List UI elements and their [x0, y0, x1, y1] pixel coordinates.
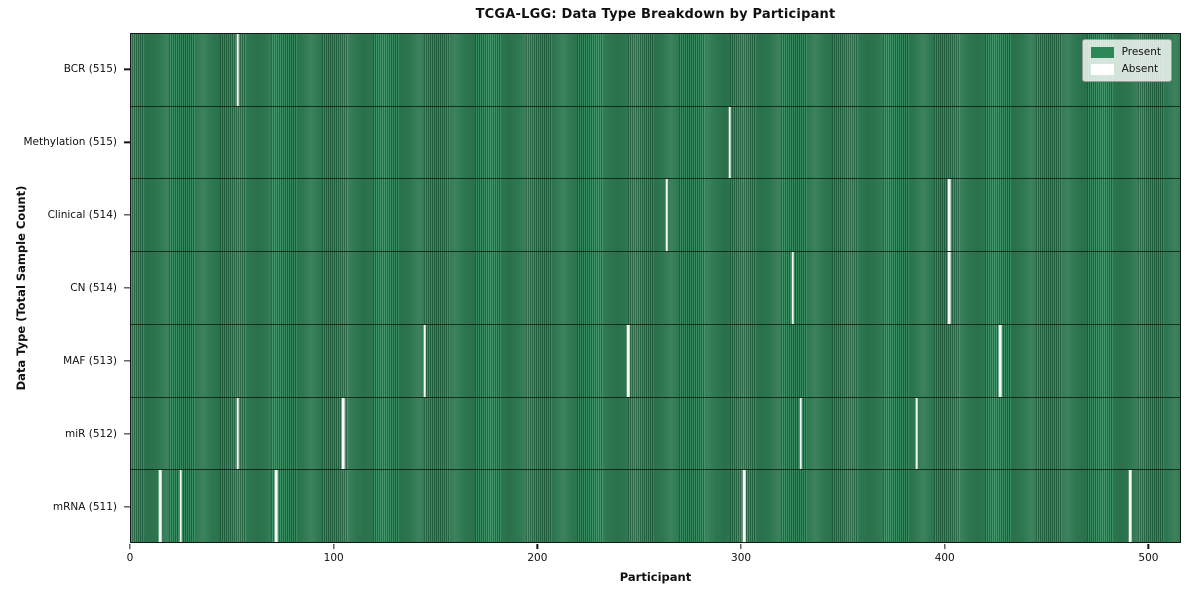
x-tick-mark — [129, 544, 131, 549]
y-tick-label: BCR (515) — [63, 63, 117, 76]
y-tick-mark — [124, 214, 130, 216]
x-tick-mark — [740, 544, 742, 549]
absent-marker — [799, 397, 803, 470]
x-tick-label: 400 — [934, 552, 955, 564]
absent-marker — [915, 397, 919, 470]
y-tick-label: Methylation (515) — [23, 136, 117, 149]
absent-marker — [342, 397, 345, 470]
absent-marker — [742, 470, 746, 543]
heatmap-row-mir — [131, 397, 1180, 471]
absent-marker — [665, 179, 668, 252]
y-tick-mark — [124, 141, 130, 143]
x-tick-mark — [333, 544, 335, 549]
y-tick-label: MAF (513) — [63, 354, 117, 367]
heatmap-row-methylation — [131, 106, 1180, 180]
y-tick-mark — [124, 287, 130, 289]
absent-marker — [728, 106, 731, 179]
x-tick-label: 200 — [527, 552, 548, 564]
y-tick-mark — [124, 505, 130, 508]
legend-label-absent: Absent — [1121, 63, 1159, 75]
heatmap-row-clinical — [131, 179, 1180, 253]
absent-marker — [947, 179, 951, 252]
absent-marker — [179, 470, 183, 543]
heatmap-row-cn — [131, 252, 1180, 325]
heatmap-row-bcr — [131, 34, 1180, 107]
y-tick-label: mRNA (511) — [52, 500, 117, 513]
absent-marker — [275, 470, 278, 543]
y-tick-label: Clinical (514) — [47, 209, 117, 222]
plot-area: Present Absent — [130, 33, 1181, 543]
absent-marker — [998, 324, 1002, 397]
chart-title: TCGA-LGG: Data Type Breakdown by Partici… — [475, 7, 836, 22]
legend-item-present: Present — [1090, 46, 1161, 58]
absent-marker — [236, 397, 240, 470]
legend-swatch-absent — [1090, 63, 1114, 75]
x-tick-mark — [944, 544, 946, 549]
x-tick-label: 100 — [323, 552, 344, 564]
absent-marker — [1128, 470, 1132, 543]
x-tick-label: 0 — [126, 552, 134, 564]
x-axis: 0 100 200 300 400 500 — [126, 543, 1181, 573]
absent-marker — [159, 470, 162, 543]
legend: Present Absent — [1081, 39, 1172, 82]
x-axis-title: Participant — [619, 570, 692, 584]
heatmap-row-maf — [131, 324, 1180, 398]
y-axis: BCR (515) Methylation (515) Clinical (514)… — [0, 33, 130, 543]
y-tick-mark — [124, 433, 130, 435]
absent-marker — [423, 324, 427, 397]
absent-marker — [791, 252, 795, 324]
legend-item-absent: Absent — [1090, 63, 1161, 75]
absent-marker — [236, 34, 240, 106]
y-tick-mark — [124, 360, 130, 362]
legend-swatch-present — [1090, 46, 1114, 58]
heatmap-row-mrna — [131, 470, 1180, 543]
y-tick-label: miR (512) — [64, 427, 117, 440]
x-tick-mark — [1147, 544, 1150, 549]
x-tick-mark — [536, 544, 539, 549]
y-tick-label: CN (514) — [70, 282, 117, 294]
absent-marker — [947, 252, 951, 324]
x-tick-label: 300 — [731, 552, 752, 564]
y-tick-mark — [124, 68, 130, 71]
x-tick-label: 500 — [1138, 552, 1159, 564]
legend-label-present: Present — [1121, 46, 1161, 58]
absent-marker — [626, 324, 630, 397]
